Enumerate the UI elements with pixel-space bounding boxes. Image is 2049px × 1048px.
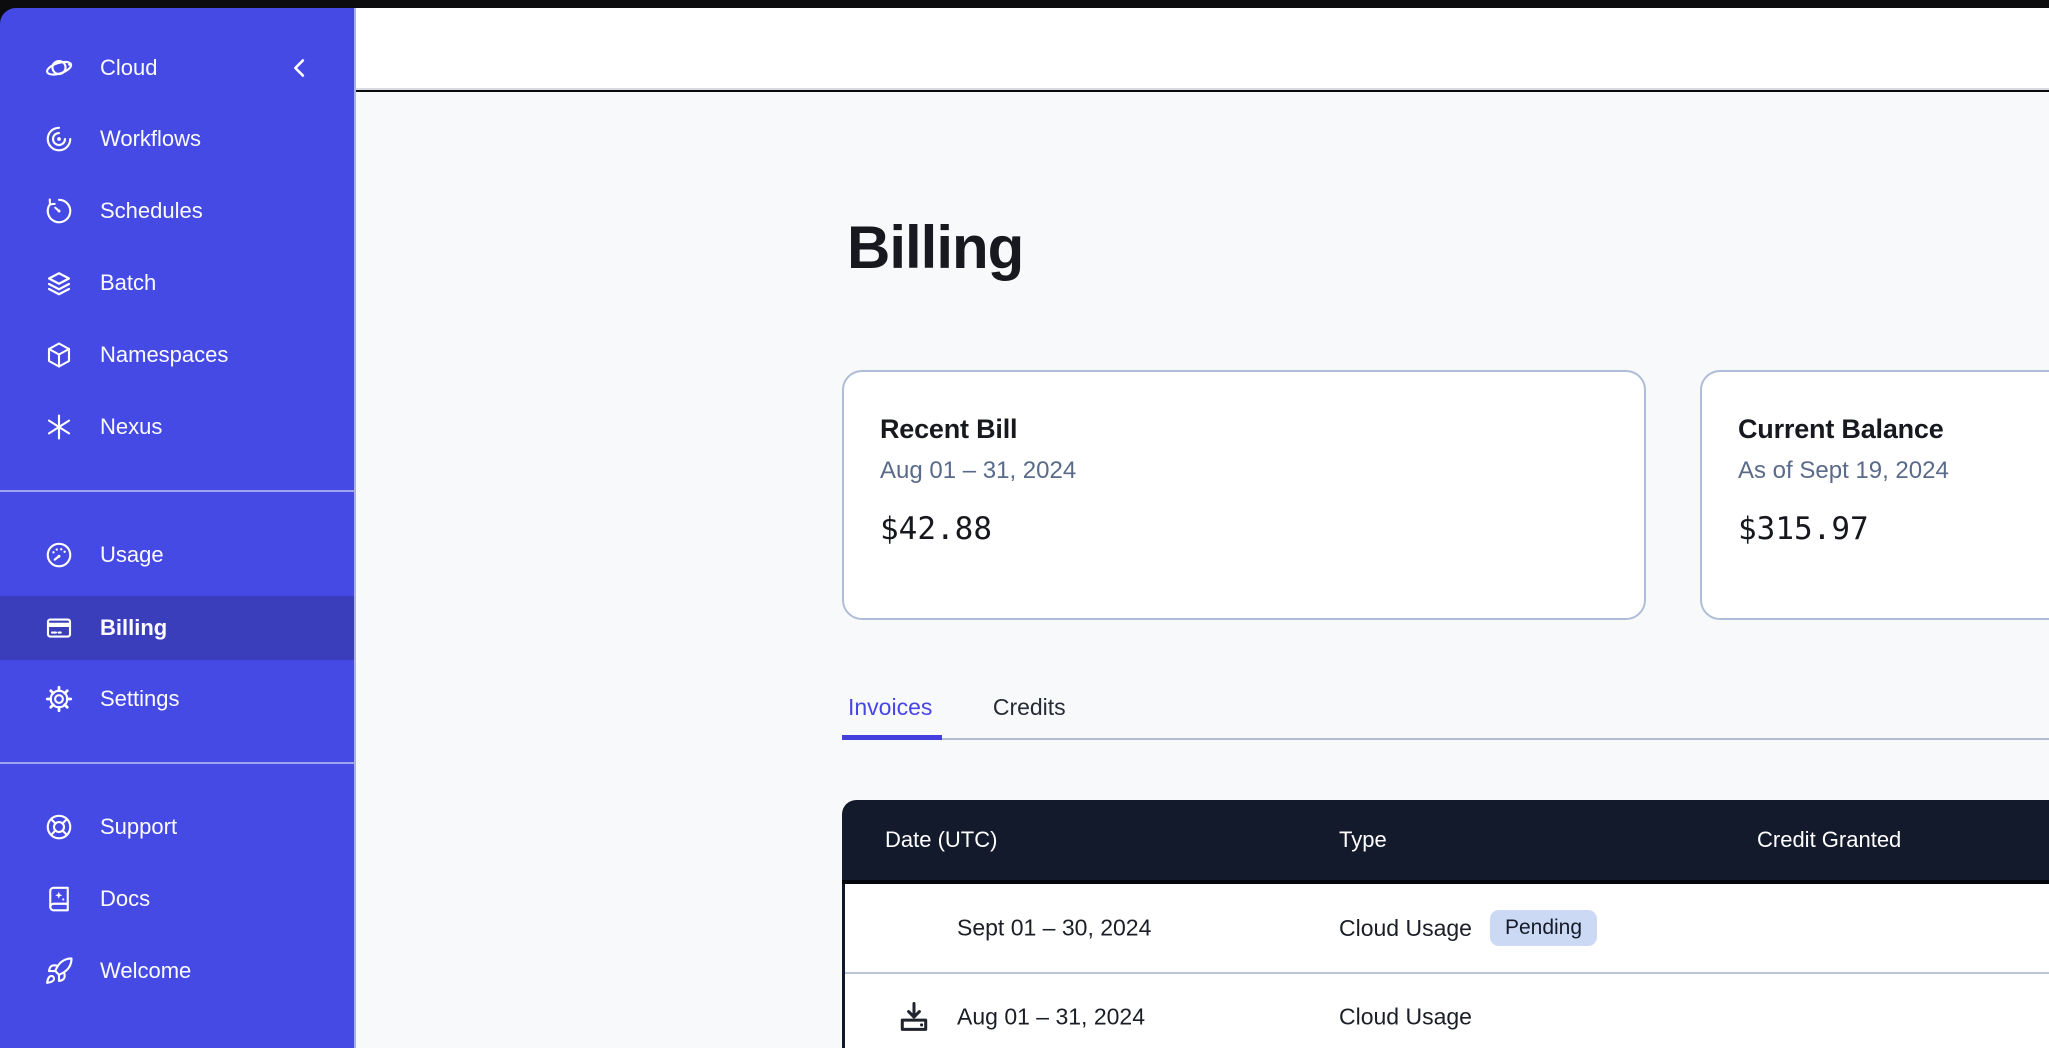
settings-icon — [44, 684, 74, 714]
table-row: Aug 01 – 31, 2024 Cloud Usage — [845, 972, 2049, 1048]
sidebar-divider — [0, 490, 354, 492]
sidebar-item-docs[interactable]: Docs — [0, 867, 354, 931]
tab-credits[interactable]: Credits — [992, 694, 1066, 720]
invoice-type: Cloud Usage — [1339, 914, 1472, 941]
sidebar-item-label: Settings — [100, 686, 180, 711]
recent-bill-card: Recent Bill Aug 01 – 31, 2024 $42.88 — [842, 370, 1646, 620]
sidebar-item-label: Schedules — [100, 198, 203, 223]
table-body: Sept 01 – 30, 2024 Cloud Usage Pending A… — [842, 884, 2049, 1048]
sidebar-item-label: Nexus — [100, 414, 163, 439]
sidebar: Cloud Workflows Schedules Batch — [0, 8, 356, 1048]
docs-icon — [44, 884, 74, 914]
sidebar-item-workflows[interactable]: Workflows — [0, 107, 354, 171]
sidebar-item-support[interactable]: Support — [0, 795, 354, 859]
current-balance-card: Current Balance As of Sept 19, 2024 $315… — [1700, 370, 2049, 620]
sidebar-item-nexus[interactable]: Nexus — [0, 395, 354, 459]
column-header-credit-granted: Credit Granted — [1757, 827, 1902, 852]
current-balance-date: As of Sept 19, 2024 — [1738, 457, 1949, 484]
sidebar-item-label: Billing — [100, 615, 168, 640]
rocket-icon — [44, 956, 74, 986]
chevron-left-icon — [294, 59, 305, 77]
status-badge: Pending — [1489, 910, 1598, 946]
sidebar-collapse-button[interactable] — [286, 54, 314, 82]
sidebar-item-label: Namespaces — [100, 342, 229, 367]
sidebar-item-label: Docs — [100, 886, 151, 911]
invoice-type-cell: Cloud Usage Pending — [1339, 910, 1598, 946]
current-balance-title: Current Balance — [1738, 414, 1944, 444]
sidebar-item-label: Workflows — [100, 126, 202, 151]
batch-icon — [44, 268, 74, 298]
workflows-icon — [44, 124, 74, 154]
recent-bill-amount: $42.88 — [880, 511, 992, 547]
sidebar-item-usage[interactable]: Usage — [0, 523, 354, 587]
support-icon — [44, 812, 74, 842]
table-header: Date (UTC) Type Credit Granted — [842, 800, 2049, 884]
current-balance-amount: $315.97 — [1738, 511, 1869, 547]
invoice-type-cell: Cloud Usage — [1339, 1004, 1472, 1031]
main-area: Billing Recent Bill Aug 01 – 31, 2024 $4… — [356, 8, 2049, 1048]
table-row: Sept 01 – 30, 2024 Cloud Usage Pending — [845, 884, 2049, 972]
sidebar-item-namespaces[interactable]: Namespaces — [0, 323, 354, 387]
column-header-date: Date (UTC) — [885, 827, 998, 852]
sidebar-item-settings[interactable]: Settings — [0, 667, 354, 731]
billing-content: Billing Recent Bill Aug 01 – 31, 2024 $4… — [356, 92, 2049, 1048]
recent-bill-period: Aug 01 – 31, 2024 — [880, 457, 1077, 484]
page-title: Billing — [847, 214, 1024, 281]
sidebar-item-label: Welcome — [100, 958, 192, 983]
sidebar-item-label: Batch — [100, 270, 157, 295]
download-icon — [900, 1002, 928, 1031]
sidebar-item-batch[interactable]: Batch — [0, 251, 354, 315]
sidebar-item-schedules[interactable]: Schedules — [0, 179, 354, 243]
invoice-type: Cloud Usage — [1339, 1003, 1472, 1030]
top-bar — [356, 8, 2049, 90]
sidebar-item-billing[interactable]: Billing — [0, 596, 354, 660]
sidebar-item-welcome[interactable]: Welcome — [0, 939, 354, 1003]
window-top-strip — [0, 0, 2049, 8]
sidebar-header-label: Cloud — [100, 55, 158, 80]
download-invoice-button[interactable] — [895, 998, 933, 1036]
invoice-date: Aug 01 – 31, 2024 — [957, 1003, 1145, 1030]
billing-tabs: Invoices Credits — [842, 694, 2049, 740]
namespaces-icon — [44, 340, 74, 370]
invoice-date: Sept 01 – 30, 2024 — [957, 914, 1152, 941]
billing-icon — [44, 613, 74, 643]
nexus-icon — [44, 412, 74, 442]
usage-icon — [44, 540, 74, 570]
sidebar-item-label: Usage — [100, 542, 164, 567]
schedules-icon — [44, 196, 74, 226]
sidebar-header-cloud[interactable]: Cloud — [0, 36, 354, 100]
tab-invoices[interactable]: Invoices — [842, 694, 943, 740]
column-header-type: Type — [1339, 827, 1387, 852]
sidebar-item-label: Support — [100, 814, 178, 839]
invoices-table: Date (UTC) Type Credit Granted Sept 01 –… — [842, 800, 2049, 1048]
cloud-logo-icon — [44, 53, 74, 83]
sidebar-divider — [0, 762, 354, 764]
recent-bill-title: Recent Bill — [880, 414, 1018, 444]
